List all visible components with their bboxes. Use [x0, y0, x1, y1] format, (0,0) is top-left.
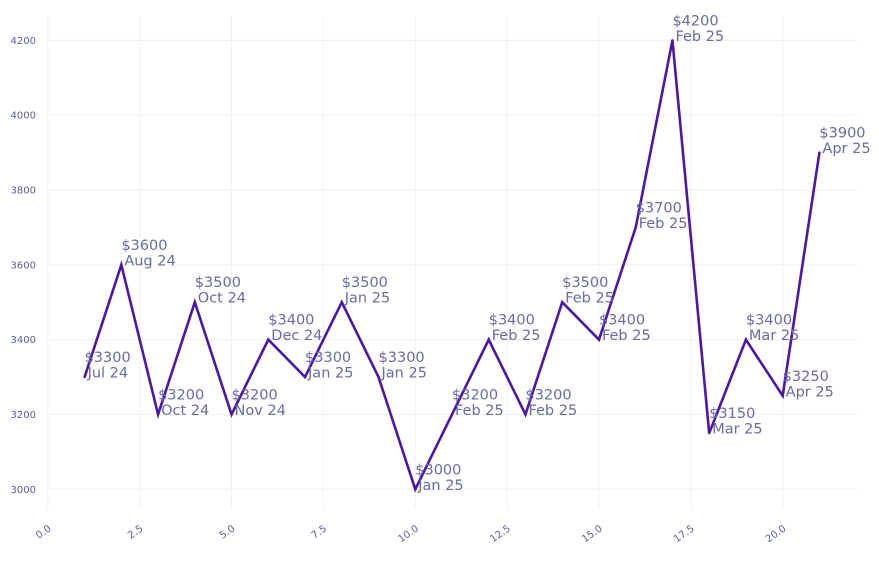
data-label-date: Oct 24	[198, 291, 246, 307]
data-label-value: $3400	[489, 313, 535, 329]
y-tick-label: 3800	[11, 185, 36, 196]
data-label-date: Nov 24	[235, 403, 286, 419]
data-label-date: Mar 25	[749, 328, 799, 344]
data-label-date: Apr 25	[822, 141, 870, 157]
data-label-date: Jan 25	[344, 291, 390, 307]
data-label-date: Feb 25	[675, 29, 724, 45]
data-point	[744, 338, 748, 341]
data-point	[377, 375, 380, 379]
data-label-date: Oct 24	[161, 403, 209, 419]
data-point	[120, 263, 123, 267]
data-label-value: $3500	[562, 275, 608, 291]
data-label-date: Feb 25	[492, 328, 541, 344]
data-label-value: $3300	[379, 350, 425, 366]
data-label-value: $3150	[709, 406, 755, 422]
data-point	[671, 39, 674, 42]
data-label-value: $3000	[415, 462, 461, 478]
x-tick-label: 12.5	[488, 523, 513, 545]
data-label-value: $4200	[672, 13, 718, 29]
x-tick-label: 2.5	[126, 523, 145, 541]
data-label-value: $3400	[746, 313, 792, 329]
data-label-value: $3900	[819, 126, 865, 142]
data-point	[818, 151, 821, 154]
data-label-date: Feb 25	[639, 216, 688, 232]
data-point	[634, 226, 637, 229]
data-label-value: $3500	[342, 275, 388, 291]
data-label-value: $3400	[599, 313, 645, 329]
data-point	[193, 301, 197, 304]
data-label-value: $3600	[121, 238, 167, 254]
data-point	[707, 431, 711, 435]
data-label-date: Aug 24	[124, 253, 175, 269]
data-point	[340, 301, 343, 304]
data-label-date: Jan 25	[307, 366, 353, 382]
data-label-date: Dec 24	[271, 328, 322, 344]
data-label-date: Jul 24	[87, 366, 129, 382]
data-label-value: $3200	[525, 387, 571, 403]
data-label-value: $3200	[158, 387, 204, 403]
y-tick-label: 3200	[11, 410, 36, 421]
y-tick-label: 4000	[11, 111, 36, 122]
x-tick-label: 17.5	[672, 523, 697, 545]
data-point	[781, 394, 784, 397]
data-point	[303, 375, 307, 379]
data-label-value: $3400	[268, 313, 314, 329]
data-label-value: $3500	[195, 275, 241, 291]
data-point	[267, 338, 270, 341]
data-label-value: $3250	[783, 369, 829, 385]
x-tick-label: 7.5	[310, 523, 329, 541]
grid	[46, 16, 858, 508]
data-label-date: Apr 25	[786, 384, 834, 400]
data-point	[83, 375, 86, 379]
data-point	[561, 301, 564, 304]
y-tick-label: 3000	[11, 485, 36, 496]
data-point	[414, 488, 417, 491]
data-point	[597, 338, 601, 341]
data-label-date: Mar 25	[712, 422, 762, 438]
x-tick-label: 10.0	[396, 523, 421, 545]
data-point	[230, 413, 233, 416]
x-tick-label: 15.0	[580, 523, 605, 545]
data-label-date: Feb 25	[455, 403, 504, 419]
y-tick-label: 3600	[11, 260, 36, 271]
y-tick-label: 3400	[11, 335, 36, 346]
data-label-date: Feb 25	[565, 291, 614, 307]
x-tick-label: 0.0	[34, 523, 53, 541]
data-label-date: Feb 25	[602, 328, 651, 344]
data-label-date: Feb 25	[528, 403, 577, 419]
data-point	[450, 413, 454, 416]
data-point	[487, 338, 490, 341]
y-tick-label: 4200	[11, 36, 36, 47]
data-point	[156, 413, 160, 416]
x-tick-label: 5.0	[218, 523, 237, 541]
data-point	[524, 413, 527, 416]
data-label-value: $3700	[636, 200, 682, 216]
data-label-date: Jan 25	[417, 478, 463, 494]
series-layer	[83, 39, 821, 493]
data-label-value: $3200	[452, 387, 498, 403]
data-label-value: $3300	[85, 350, 131, 366]
data-label-value: $3300	[305, 350, 351, 366]
data-label-date: Jan 25	[381, 366, 427, 382]
data-label-value: $3200	[232, 387, 278, 403]
x-tick-label: 20.0	[764, 523, 789, 545]
